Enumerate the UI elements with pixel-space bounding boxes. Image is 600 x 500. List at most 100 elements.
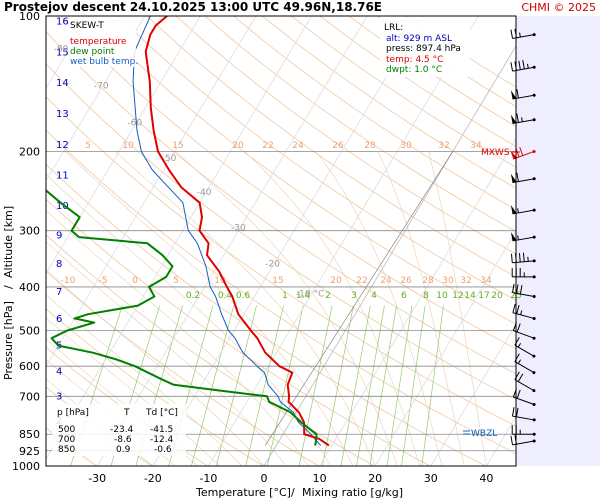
pressure-tick-label: 850	[19, 428, 40, 441]
wind-barb-flag	[519, 146, 524, 156]
legend-item-temperature: temperature	[70, 37, 127, 47]
mixing-ratio-line	[215, 305, 257, 466]
altitude-tick-label: 12	[56, 140, 69, 151]
mixing-ratio-label: 10	[436, 291, 448, 301]
isotherm	[96, 16, 368, 466]
y-axis-title: Pressure [hPa] / Altitude [km]	[2, 206, 15, 380]
pressure-tick-label: 500	[19, 325, 40, 338]
mixing-ratio-line	[356, 305, 385, 466]
wind-barb-half-flag	[517, 342, 521, 348]
wind-barb-shaft	[513, 150, 535, 160]
table-cell: -12.4	[150, 435, 174, 445]
saturation-label: 28	[364, 141, 376, 151]
lrl-pressure: press: 897.4 hPa	[386, 44, 461, 54]
mixing-ratio-label: 3	[351, 291, 357, 301]
table-cell: 850	[58, 445, 75, 455]
wind-barbs	[510, 28, 536, 446]
wind-barb-half-flag	[517, 359, 521, 364]
temperature-tick-label: -30	[88, 472, 106, 485]
wind-barb-flag	[512, 303, 516, 313]
saturation-label: -10	[61, 276, 76, 286]
y-axis-label-pressure: Pressure [hPa]	[2, 301, 15, 380]
wind-barb-flag	[510, 29, 513, 39]
dry-adiabat	[118, 16, 516, 301]
mxws-marker: MXWS	[481, 148, 520, 158]
wind-barb-half-flag	[521, 117, 523, 122]
mixing-ratio-line	[322, 305, 354, 466]
wind-barb-flag	[512, 283, 515, 293]
altitude-tick-label: 11	[56, 171, 69, 182]
mixing-ratio-label: 8	[423, 291, 429, 301]
wind-panel-background	[516, 16, 600, 466]
sounding-series	[46, 16, 330, 447]
dry-adiabat-label: -80 °C	[54, 45, 82, 55]
saturation-label: 34	[470, 141, 482, 151]
x-axis-label-mixing: Mixing ratio [g/kg]	[302, 486, 403, 499]
wind-barb-flag	[516, 323, 521, 333]
dry-adiabat	[46, 96, 516, 427]
altitude-tick-label: 9	[56, 231, 62, 242]
plot-frame	[45, 15, 517, 467]
saturation-label: -5	[99, 276, 108, 286]
saturation-label: 24	[292, 141, 304, 151]
table-cell: -41.5	[150, 425, 173, 435]
reference-line	[264, 151, 453, 446]
altitude-tick-label: 7	[56, 287, 62, 298]
mixing-ratio-line	[401, 305, 426, 466]
temperature-tick-label: -20	[144, 472, 162, 485]
mixing-ratio-label: 6	[401, 291, 407, 301]
temperature-tick-label: -10	[199, 472, 217, 485]
wind-barb-half-flag	[517, 235, 519, 240]
wind-barb-flag	[510, 253, 513, 263]
dry-adiabat-label: -40	[197, 188, 212, 198]
y-axis-label-separator: /	[2, 285, 15, 289]
dry-adiabat	[46, 30, 516, 375]
saturation-label: 32	[460, 276, 471, 286]
table-cell: 0.9	[116, 445, 131, 455]
brand-credit: CHMI © 2025	[521, 1, 596, 14]
pressure-tick-label: 200	[19, 145, 40, 158]
dry-adiabat-label: -50	[162, 154, 177, 164]
saturation-label: 15	[172, 141, 183, 151]
wind-barb-flag	[522, 60, 525, 70]
mixing-ratio-line	[191, 305, 235, 466]
temperature-tick-label: 40	[479, 472, 493, 485]
wind-barb-half-flag	[520, 310, 523, 315]
isotherm	[46, 16, 312, 460]
mixing-ratio-label: 1.4	[296, 291, 311, 301]
isotherm	[46, 16, 201, 275]
mixing-ratio-label: 0.4	[218, 291, 233, 301]
dry-adiabat-label: -20	[265, 259, 280, 269]
x-axis-title: Temperature [°C] / Mixing ratio [g/kg]	[195, 486, 403, 499]
isotherm	[319, 137, 516, 466]
mixing-ratio-label: 0.6	[236, 291, 251, 301]
wind-barb-flag	[516, 172, 519, 182]
dry-adiabat	[175, 16, 516, 255]
wind-barb-pennant	[510, 232, 517, 241]
dry-adiabat	[146, 16, 516, 278]
altitude-tick-label: 15	[56, 47, 69, 58]
saturation-label: 30	[400, 141, 412, 151]
wind-barb-flag	[510, 62, 513, 72]
saturation-label: 15	[272, 276, 283, 286]
pressure-tick-label: 925	[19, 445, 40, 458]
wbzl-marker: WBZL	[463, 429, 497, 439]
y-axis-label-altitude: Altitude [km]	[2, 206, 15, 278]
wind-barb-flag	[512, 407, 515, 417]
altitude-tick-label: 13	[56, 109, 69, 120]
mixing-ratio-label: 20	[491, 291, 503, 301]
lrl-box-bg	[380, 17, 470, 77]
wind-barb-flag	[516, 389, 521, 399]
dry-adiabat	[204, 16, 516, 233]
table-cell: -0.6	[154, 445, 172, 455]
mixing-ratio-line	[298, 305, 333, 466]
pressure-tick-label: 600	[19, 360, 40, 373]
altitude-tick-label: 6	[56, 314, 62, 325]
saturation-label: 26	[332, 141, 344, 151]
saturation-label: 22	[356, 276, 367, 286]
saturation-label: 10	[214, 276, 226, 286]
mixing-ratio-label: 0.2	[186, 291, 200, 301]
lrl-box: LRL: alt: 929 m ASL press: 897.4 hPa tem…	[380, 17, 470, 77]
altitude-tick-label: 16	[56, 16, 69, 27]
